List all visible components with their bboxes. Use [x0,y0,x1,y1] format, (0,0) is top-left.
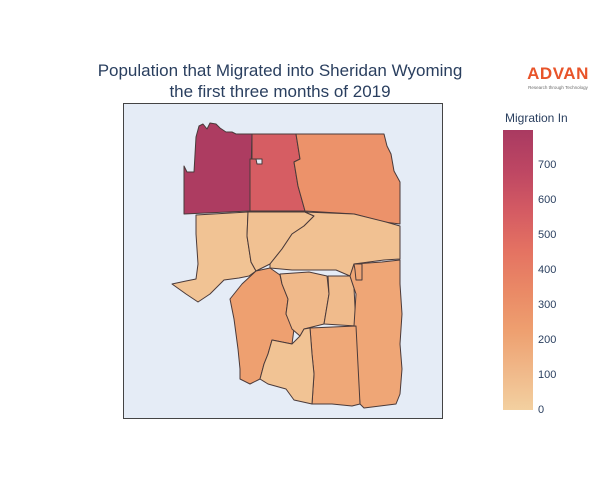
region-southeast-strip[interactable] [353,263,363,281]
colorbar-tick-500: 500 [538,229,557,241]
choropleth-map[interactable] [124,104,444,420]
region-east-central[interactable] [269,211,401,277]
title-line-2: the first three months of 2019 [169,82,391,101]
title-line-1: Population that Migrated into Sheridan W… [97,61,463,80]
chart-title: Population that Migrated into Sheridan W… [40,60,520,102]
colorbar-tick-200: 200 [538,334,557,346]
colorbar-title: Migration In [505,111,568,125]
colorbar-tick-700: 700 [538,159,557,171]
colorbar-tick-600: 600 [538,194,557,206]
region-northwest[interactable] [183,122,253,215]
advan-logo: ADVAN Research through Technology [522,64,594,90]
colorbar [503,130,533,410]
colorbar-tick-400: 400 [538,264,557,276]
colorbar-tick-300: 300 [538,299,557,311]
map-area[interactable] [123,103,443,419]
colorbar-tick-100: 100 [538,369,557,381]
region-south-bottom[interactable] [259,327,315,405]
colorbar-tick-0: 0 [538,404,545,416]
logo-wordmark: ADVAN [527,64,589,83]
logo-tagline: Research through Technology [528,85,588,90]
region-northeast[interactable] [293,133,401,225]
region-south-east-lower[interactable] [309,325,361,407]
region-south-center-small[interactable] [323,275,357,327]
